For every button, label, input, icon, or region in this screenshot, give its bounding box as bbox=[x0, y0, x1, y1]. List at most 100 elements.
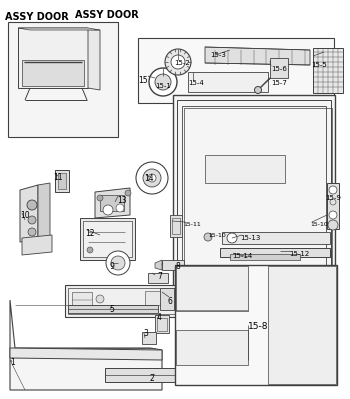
Circle shape bbox=[165, 49, 191, 75]
Circle shape bbox=[155, 74, 171, 90]
Circle shape bbox=[116, 204, 124, 212]
Text: 10: 10 bbox=[20, 211, 30, 220]
Bar bbox=[155, 315, 169, 333]
Text: 15-13: 15-13 bbox=[240, 235, 260, 241]
Text: 6: 6 bbox=[167, 297, 172, 306]
Circle shape bbox=[28, 228, 36, 236]
Circle shape bbox=[97, 195, 103, 201]
Polygon shape bbox=[18, 28, 100, 30]
Text: 1: 1 bbox=[10, 358, 15, 367]
Circle shape bbox=[204, 233, 212, 241]
Text: 14: 14 bbox=[144, 174, 154, 183]
Polygon shape bbox=[205, 47, 310, 65]
Bar bbox=[173, 95, 335, 315]
Text: 15-10: 15-10 bbox=[310, 222, 328, 227]
Polygon shape bbox=[18, 28, 88, 88]
Text: 4: 4 bbox=[157, 313, 162, 322]
Text: 15-6: 15-6 bbox=[271, 66, 287, 72]
Bar bbox=[175, 265, 337, 385]
Text: ASSY DOOR: ASSY DOOR bbox=[5, 12, 69, 22]
Bar bbox=[160, 288, 174, 310]
Bar bbox=[313, 48, 343, 93]
Bar bbox=[176, 266, 248, 311]
Bar bbox=[8, 22, 118, 137]
Circle shape bbox=[111, 256, 125, 270]
Text: 12: 12 bbox=[85, 229, 94, 238]
Text: 8: 8 bbox=[175, 262, 180, 271]
Text: 15-10: 15-10 bbox=[208, 233, 226, 238]
Polygon shape bbox=[10, 300, 162, 390]
Circle shape bbox=[254, 87, 261, 93]
Text: 3: 3 bbox=[143, 329, 148, 338]
Circle shape bbox=[149, 68, 177, 96]
Text: 15-12: 15-12 bbox=[289, 251, 309, 257]
Bar bbox=[145, 291, 167, 305]
Circle shape bbox=[87, 247, 93, 253]
Text: 5: 5 bbox=[109, 305, 114, 314]
Text: ASSY DOOR: ASSY DOOR bbox=[75, 10, 139, 20]
Text: 15-9: 15-9 bbox=[325, 195, 341, 201]
Text: 15-11: 15-11 bbox=[183, 222, 201, 227]
Bar bbox=[230, 254, 300, 260]
Bar bbox=[105, 368, 185, 382]
Polygon shape bbox=[155, 260, 162, 270]
Polygon shape bbox=[10, 348, 162, 360]
Text: 9: 9 bbox=[110, 262, 115, 271]
Bar bbox=[184, 108, 332, 293]
Circle shape bbox=[329, 211, 337, 219]
Bar bbox=[80, 218, 135, 260]
Circle shape bbox=[148, 174, 156, 182]
Bar bbox=[170, 215, 182, 237]
Text: 15-14: 15-14 bbox=[232, 253, 252, 259]
Circle shape bbox=[136, 162, 168, 194]
Circle shape bbox=[143, 169, 161, 187]
Bar bbox=[148, 273, 168, 283]
Circle shape bbox=[27, 200, 37, 210]
Text: 7: 7 bbox=[157, 272, 162, 281]
Bar bbox=[58, 173, 66, 189]
Text: 15-3: 15-3 bbox=[210, 52, 226, 58]
Circle shape bbox=[103, 205, 113, 215]
Circle shape bbox=[125, 190, 131, 196]
Polygon shape bbox=[38, 183, 50, 240]
Polygon shape bbox=[20, 185, 38, 242]
Bar bbox=[220, 248, 330, 257]
Bar bbox=[205, 155, 285, 183]
Bar bbox=[268, 266, 336, 384]
Bar bbox=[177, 100, 331, 310]
Bar bbox=[72, 292, 92, 306]
Bar bbox=[188, 72, 268, 92]
Bar bbox=[65, 285, 185, 317]
Bar bbox=[100, 195, 124, 211]
Bar bbox=[22, 60, 84, 86]
Bar bbox=[172, 218, 180, 234]
Circle shape bbox=[106, 251, 130, 275]
Circle shape bbox=[328, 220, 338, 230]
Bar bbox=[157, 318, 167, 331]
Text: 15-8: 15-8 bbox=[248, 322, 268, 331]
Bar bbox=[55, 170, 69, 192]
Circle shape bbox=[171, 55, 185, 69]
Polygon shape bbox=[22, 235, 52, 255]
Bar bbox=[176, 330, 248, 365]
Text: 15-4: 15-4 bbox=[188, 80, 204, 86]
Bar bbox=[83, 221, 132, 257]
Circle shape bbox=[28, 216, 36, 224]
Bar bbox=[138, 38, 334, 103]
Circle shape bbox=[227, 233, 237, 243]
Polygon shape bbox=[18, 28, 100, 90]
Text: 15-5: 15-5 bbox=[311, 62, 327, 68]
Bar bbox=[162, 260, 184, 270]
Text: 2: 2 bbox=[150, 374, 155, 383]
Text: 11: 11 bbox=[53, 173, 63, 182]
Bar bbox=[68, 305, 158, 313]
Circle shape bbox=[96, 295, 104, 303]
Text: 15-1: 15-1 bbox=[155, 83, 171, 89]
Text: 15: 15 bbox=[138, 76, 148, 85]
Text: 15-7: 15-7 bbox=[271, 80, 287, 86]
Bar bbox=[68, 288, 182, 314]
Polygon shape bbox=[222, 232, 330, 244]
Polygon shape bbox=[95, 188, 130, 218]
Text: 13: 13 bbox=[117, 196, 127, 205]
Bar bbox=[142, 332, 156, 344]
